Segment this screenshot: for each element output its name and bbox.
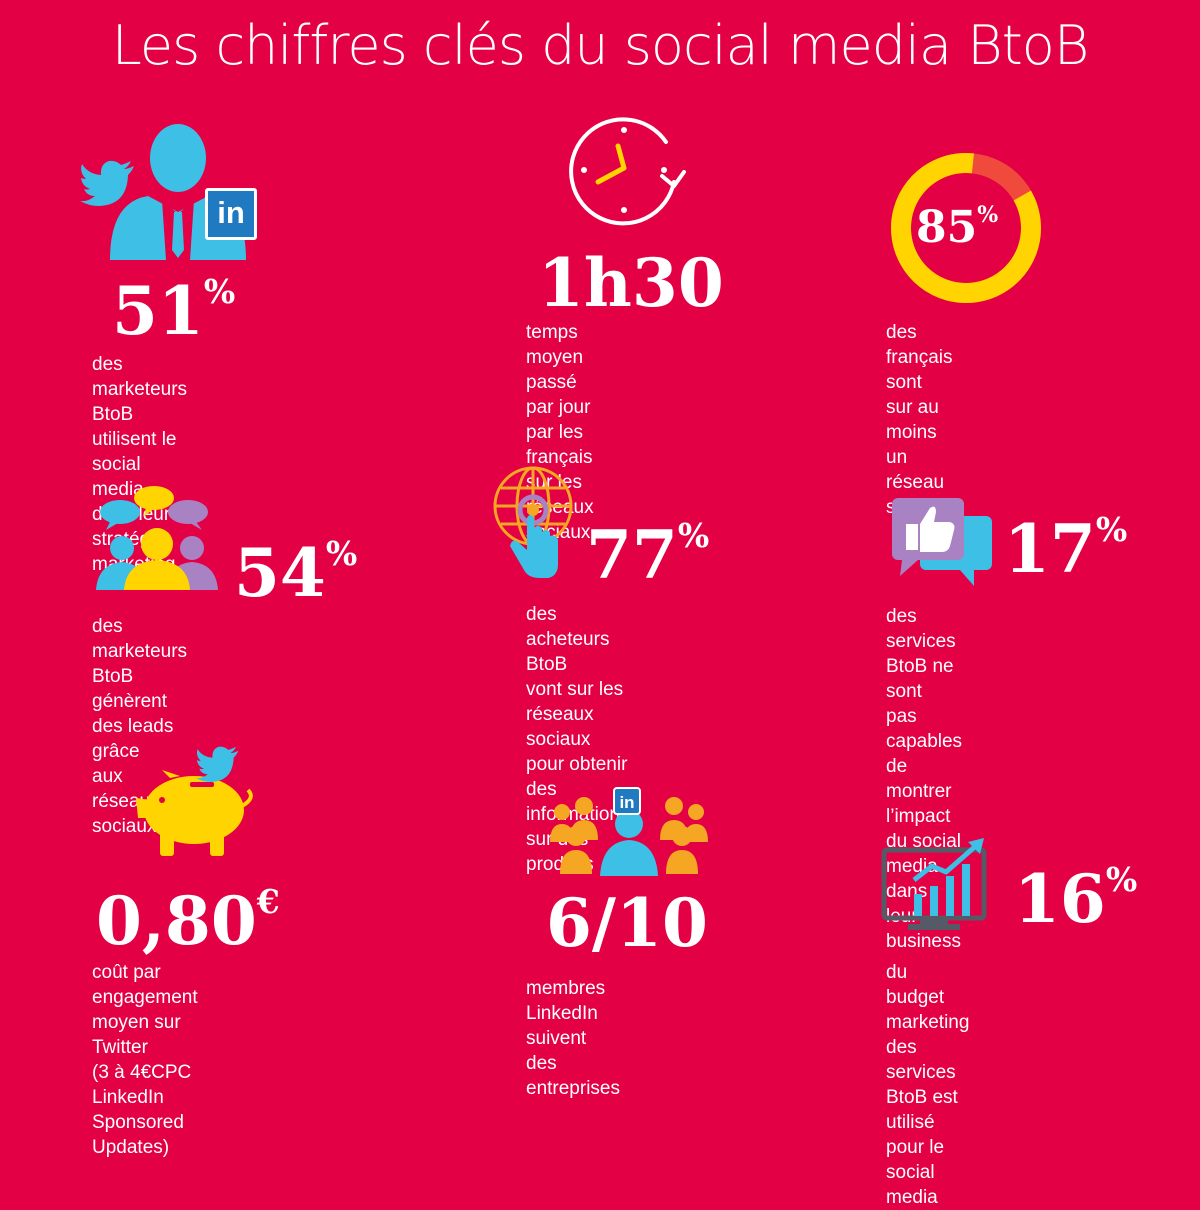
donut-chart-icon (891, 153, 1041, 303)
svg-text:in: in (619, 793, 634, 812)
stat-value: 1h30 (538, 244, 724, 322)
twitter-bird-icon (80, 160, 134, 206)
stat-value: 85% (916, 201, 999, 253)
stat-value: 51% (112, 271, 236, 350)
twitter-bird-icon (196, 746, 239, 782)
clock-icon (569, 117, 686, 226)
stat-description: membres LinkedIn suivent des entreprises (526, 978, 620, 1099)
linkedin-icon: in (205, 188, 257, 240)
piggy-bank-icon (136, 770, 253, 856)
stat-value: 0,80€ (96, 881, 280, 960)
stat-description: des services BtoB ne sont pas capables d… (886, 606, 963, 952)
stat-description: des français sont sur au moins un réseau… (886, 322, 953, 518)
stat-description: temps moyen passé par jour par les franç… (526, 322, 594, 543)
page-title: Les chiffres clés du social media BtoB (111, 14, 1089, 77)
stat-value: 54% (234, 533, 358, 612)
stat-description: coût par engagement moyen sur Twitter (3… (92, 962, 198, 1158)
thumbs-up-chat-icon (892, 498, 992, 586)
globe-hand-icon (493, 466, 573, 578)
linkedin-group-icon: in (550, 787, 708, 876)
stat-value: 6/10 (546, 884, 708, 962)
growth-chart-monitor-icon (881, 838, 987, 930)
stat-description: des marketeurs BtoB génèrent des leads g… (92, 616, 188, 837)
stat-value: 17% (1004, 509, 1128, 588)
stat-value: 77% (586, 515, 710, 594)
stat-value: 16% (1014, 859, 1138, 938)
people-speech-bubbles-icon (96, 486, 218, 590)
stat-description: du budget marketing des services BtoB es… (886, 962, 970, 1208)
